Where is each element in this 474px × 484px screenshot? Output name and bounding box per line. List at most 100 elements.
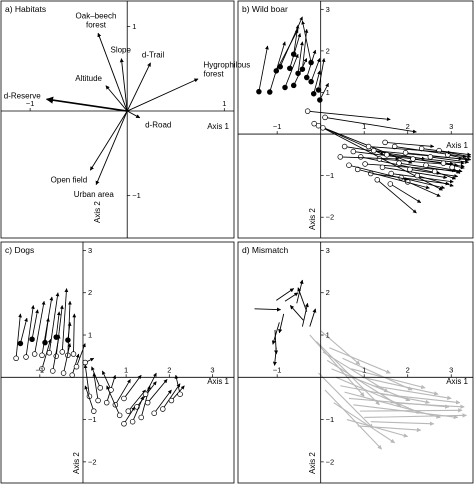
movement-arrow (84, 385, 95, 412)
start-point (39, 352, 45, 359)
habitat-vector (105, 85, 128, 112)
x-tick-label: 2 (406, 122, 410, 131)
movement-arrow (340, 156, 400, 161)
habitat-label: Slope (110, 46, 131, 55)
movement-arrow (76, 343, 86, 367)
start-point (308, 59, 314, 66)
movement-arrow (279, 16, 303, 67)
movement-arrow (301, 20, 312, 63)
start-point (371, 147, 377, 154)
start-point (13, 355, 19, 362)
habitat-vector (119, 58, 128, 112)
start-point (387, 181, 394, 187)
start-point (69, 372, 75, 378)
start-point (374, 177, 381, 183)
black-mismatch-arrow (284, 292, 299, 302)
start-point (267, 89, 273, 95)
habitat-label-line: Altitude (75, 74, 102, 83)
black-mismatch-arrow (309, 308, 317, 327)
movement-arrow (385, 141, 435, 149)
y-tick-label: −1 (132, 191, 141, 200)
start-point (445, 152, 451, 158)
movement-arrow (319, 82, 329, 101)
start-point (60, 370, 67, 376)
movement-arrow (353, 151, 454, 166)
start-point (282, 84, 288, 91)
habitat-label-line: d-Reserve (4, 91, 41, 100)
start-point (144, 399, 151, 406)
movement-arrow (417, 175, 454, 187)
start-point (50, 368, 56, 374)
y-tick-label: −2 (326, 213, 335, 222)
grey-mismatch-arrow (322, 351, 389, 393)
panel-title: a) Habitats (5, 4, 46, 14)
grey-mismatch-arrow (390, 402, 465, 409)
y-tick-label: 3 (88, 246, 92, 255)
start-point (53, 353, 59, 359)
movement-arrow (391, 173, 454, 184)
grey-mismatch-arrow (361, 376, 439, 396)
movement-arrow (132, 395, 144, 422)
black-mismatch-arrow (276, 288, 295, 301)
grey-mismatch-arrow (381, 393, 461, 405)
panel-frame (237, 241, 474, 484)
start-point (299, 66, 306, 72)
movement-arrow (145, 372, 157, 395)
x-tick-label: 1 (362, 122, 366, 131)
panel-frame (0, 0, 235, 239)
panel-wild-boar: b) Wild boar Axis 1 Axis 2 −1 1 2 3 −2 −1 1 2 3 (237, 0, 474, 239)
start-point (287, 65, 293, 72)
start-point (46, 350, 53, 356)
start-point (256, 88, 262, 95)
movement-arrow (25, 305, 35, 358)
x-tick-label: −1 (273, 365, 282, 374)
movement-arrow (15, 313, 22, 359)
grey-mismatch-arrow (351, 368, 426, 390)
movement-arrow (106, 385, 121, 416)
start-point (277, 63, 283, 70)
start-point (341, 143, 348, 150)
habitat-label: d-Road (145, 121, 171, 130)
movement-arrow (269, 41, 286, 93)
panel-title: b) Wild boar (242, 4, 288, 14)
start-point (138, 414, 144, 421)
start-point (82, 359, 88, 366)
movement-arrow (52, 334, 61, 372)
grey-mismatch-arrow (346, 419, 409, 438)
x-tick-label: −1 (36, 365, 45, 374)
x-tick-label: 3 (449, 365, 453, 374)
y-tick-label: 3 (326, 5, 330, 14)
movement-arrow (430, 156, 470, 164)
x-tick-label: 1 (124, 365, 128, 374)
habitat-label-line: Urban area (74, 190, 115, 199)
habitat-label-line: Open field (51, 175, 87, 184)
movement-arrow (162, 383, 181, 410)
panel-habitats: a) Habitats Axis 1 Axis 2 Oak–beech fores… (0, 0, 251, 239)
x-tick-label: 2 (406, 365, 410, 374)
start-point (304, 108, 311, 114)
movement-arrow (324, 117, 417, 134)
start-point (379, 164, 386, 171)
movement-arrow (55, 311, 61, 338)
grey-mismatch-arrow (370, 421, 435, 426)
habitat-label: Hygrophilous forest (204, 60, 251, 78)
grey-mismatch-arrow (364, 413, 467, 419)
panel-frame (237, 0, 474, 239)
x-tick-label: 3 (210, 365, 214, 374)
movement-arrow (398, 162, 461, 174)
panel-dogs: c) Dogs Axis 1 Axis 2 −1 1 2 3 −2 −1 1 2 3 (0, 241, 235, 484)
start-point (440, 160, 447, 166)
movement-arrow (412, 158, 465, 168)
movement-arrow (313, 70, 321, 94)
start-point (402, 150, 409, 156)
y-tick-label: 2 (326, 288, 330, 297)
movement-arrow (147, 379, 168, 403)
movement-arrow (63, 343, 72, 374)
grey-mismatch-arrow (372, 385, 452, 400)
start-point (310, 90, 317, 97)
y-tick-label: 1 (88, 331, 92, 340)
start-point (168, 397, 175, 404)
habitat-label: Urban area (74, 190, 115, 199)
grey-mismatch-arrow (309, 334, 365, 397)
start-point (362, 161, 368, 167)
